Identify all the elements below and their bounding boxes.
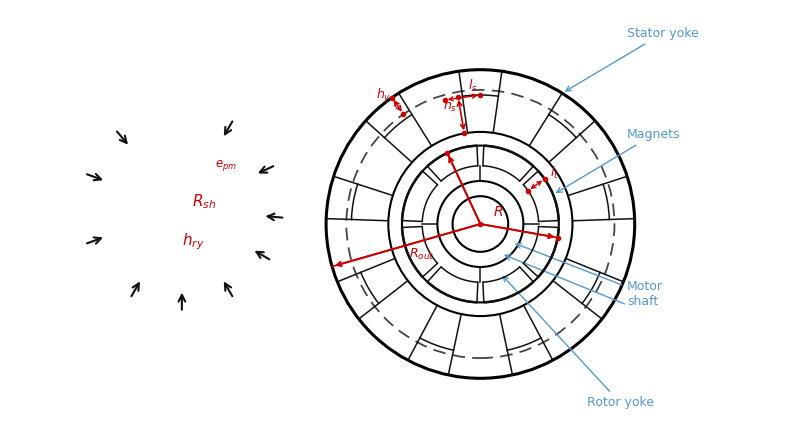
Text: Rotor yoke: Rotor yoke <box>503 276 654 409</box>
Text: $l_t$: $l_t$ <box>549 164 559 181</box>
Text: $h_s$: $h_s$ <box>443 98 457 114</box>
Text: Motor
shaft: Motor shaft <box>516 243 663 308</box>
Text: $l_s$: $l_s$ <box>468 78 477 94</box>
Text: $R_{out}$: $R_{out}$ <box>409 247 434 262</box>
Text: $\mathit{R}_{sh}$: $\mathit{R}_{sh}$ <box>192 192 216 211</box>
Text: $e_{pm}$: $e_{pm}$ <box>214 158 237 173</box>
Text: $h_y$: $h_y$ <box>375 87 391 105</box>
Text: Stator yoke: Stator yoke <box>565 27 699 91</box>
Text: $R$: $R$ <box>493 206 503 220</box>
Text: $\mathit{h}_{ry}$: $\mathit{h}_{ry}$ <box>182 232 205 252</box>
Text: Magnets: Magnets <box>557 128 680 192</box>
